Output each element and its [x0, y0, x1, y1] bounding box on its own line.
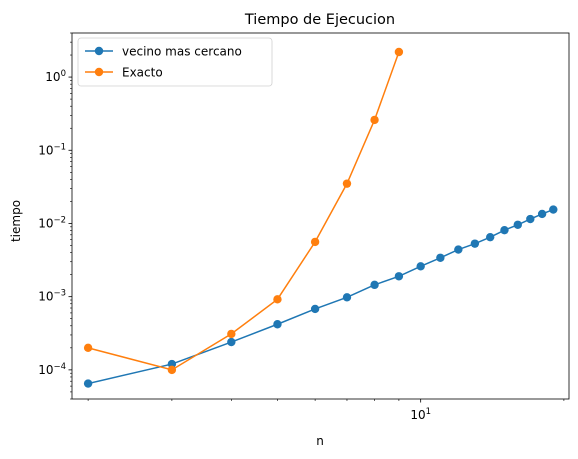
data-point [310, 304, 320, 314]
data-point [370, 115, 379, 125]
data-point [537, 209, 547, 219]
legend-swatch-marker [94, 67, 104, 77]
y-tick-label: 10−4 [38, 362, 66, 377]
data-point [526, 214, 535, 224]
data-point [416, 262, 425, 271]
data-point [513, 220, 522, 229]
legend-box [77, 37, 273, 87]
data-point [167, 359, 177, 369]
plot-area: 101 10−4 10−3 10−2 10−1 100 vecino mas cercano… [38, 32, 570, 422]
series-line [87, 51, 400, 371]
data-point [342, 179, 352, 188]
data-point [227, 337, 236, 347]
x-tick-label: 101 [410, 407, 431, 422]
y-tick-label: 10−1 [38, 142, 66, 157]
y-tick-label: 100 [45, 69, 66, 84]
legend-label: vecino mas cercano [122, 45, 242, 59]
data-point [485, 232, 495, 242]
data-point [470, 239, 480, 248]
series-1 [83, 205, 558, 388]
y-axis-label: tiempo [9, 200, 23, 242]
data-point [310, 237, 320, 247]
data-point [394, 272, 404, 281]
y-tick-label: 10−2 [38, 215, 66, 230]
data-point [454, 245, 463, 254]
legend-label: Exacto [122, 66, 163, 80]
data-point [273, 295, 282, 304]
data-point [370, 280, 379, 290]
legend: vecino mas cercano Exacto [77, 37, 273, 87]
data-point [167, 365, 177, 375]
data-point [500, 225, 509, 235]
series-2 [83, 47, 404, 375]
series-line [87, 208, 554, 385]
data-point [394, 47, 404, 57]
x-axis-label: n [316, 434, 324, 448]
data-point [83, 379, 93, 388]
data-point [227, 329, 236, 339]
data-point [549, 205, 558, 214]
data-point [83, 343, 93, 353]
axes-frame [71, 32, 570, 400]
data-point [273, 320, 282, 329]
chart-title: Tiempo de Ejecucion [244, 12, 395, 28]
data-point [436, 253, 445, 262]
data-point [342, 293, 352, 302]
y-tick-label: 10−3 [38, 289, 66, 304]
legend-swatch-marker [94, 46, 104, 56]
